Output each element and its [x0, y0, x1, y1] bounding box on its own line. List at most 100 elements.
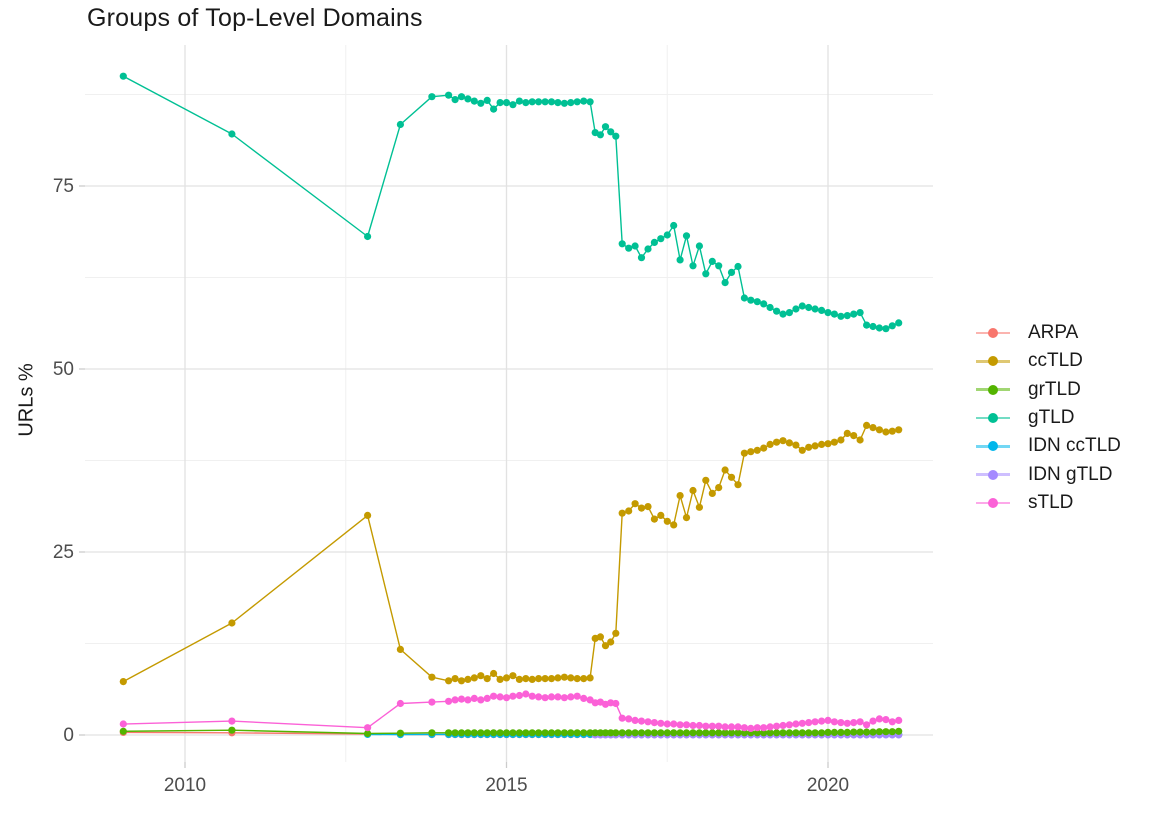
x-tick-label: 2015	[485, 775, 527, 796]
series-point-ccTLD	[625, 507, 633, 515]
series-point-grTLD	[567, 729, 575, 737]
series-point-gTLD	[644, 245, 652, 253]
series-point-sTLD	[483, 694, 491, 703]
series-point-sTLD	[547, 693, 556, 701]
series-point-ccTLD	[695, 503, 704, 511]
series-point-ccTLD	[483, 675, 491, 683]
series-point-sTLD	[535, 693, 543, 701]
series-point-ccTLD	[747, 448, 755, 456]
series-point-gTLD	[888, 322, 896, 330]
series-point-gTLD	[119, 72, 127, 80]
series-point-ccTLD	[547, 675, 556, 683]
series-point-gTLD	[650, 238, 659, 246]
series-point-ccTLD	[535, 675, 543, 683]
series-point-sTLD	[715, 722, 723, 730]
series-point-ccTLD	[580, 675, 588, 683]
series-point-sTLD	[631, 716, 639, 725]
series-point-ccTLD	[682, 514, 691, 522]
series-point-gTLD	[715, 262, 723, 270]
series-point-gTLD	[792, 305, 800, 313]
series-point-gTLD	[522, 99, 530, 107]
series-point-gTLD	[824, 309, 832, 317]
series-point-ccTLD	[785, 439, 794, 447]
series-point-ccTLD	[869, 424, 877, 432]
series-point-sTLD	[670, 720, 678, 728]
series-point-ccTLD	[496, 675, 504, 684]
series-point-grTLD	[753, 729, 761, 737]
series-point-gTLD	[580, 97, 588, 105]
series-point-sTLD	[364, 724, 372, 732]
series-point-ccTLD	[522, 675, 530, 683]
series-point-sTLD	[721, 723, 729, 731]
series-point-sTLD	[805, 719, 813, 727]
series-point-gTLD	[428, 93, 436, 101]
series-point-gTLD	[670, 221, 678, 230]
series-point-ccTLD	[676, 492, 684, 500]
series-point-sTLD	[644, 718, 652, 726]
series-point-ccTLD	[734, 481, 742, 489]
legend-dot-swatch	[988, 328, 998, 339]
legend-dot-swatch	[988, 413, 998, 424]
series-point-gTLD	[364, 232, 372, 241]
series-point-grTLD	[428, 729, 436, 737]
series-point-grTLD	[457, 729, 466, 737]
legend-item-label: IDN ccTLD	[1028, 435, 1121, 457]
series-point-gTLD	[509, 101, 517, 109]
series-point-sTLD	[528, 692, 536, 700]
chart-title: Groups of Top-Level Domains	[87, 4, 423, 32]
series-point-grTLD	[792, 729, 800, 737]
series-point-sTLD	[837, 719, 845, 727]
series-point-grTLD	[396, 729, 404, 737]
series-point-sTLD	[753, 724, 761, 732]
legend-dot-swatch	[988, 497, 998, 508]
series-point-ccTLD	[779, 437, 787, 445]
series-point-gTLD	[477, 99, 485, 107]
series-point-sTLD	[396, 699, 404, 708]
series-point-gTLD	[457, 93, 466, 101]
series-point-grTLD	[824, 728, 832, 737]
series-point-sTLD	[888, 718, 896, 726]
series-point-sTLD	[612, 699, 620, 708]
series-point-ccTLD	[773, 438, 781, 446]
legend: ARPA ccTLD grTLD gTLD IDN ccTLD IDN gTLD sTLD	[976, 319, 1121, 517]
series-point-grTLD	[895, 727, 903, 735]
series-point-ccTLD	[850, 432, 858, 440]
series-point-ccTLD	[637, 504, 646, 512]
legend-key-icon	[976, 323, 1010, 343]
series-point-grTLD	[708, 729, 716, 737]
series-point-gTLD	[554, 99, 562, 107]
legend-item-IDN-gTLD: IDN gTLD	[976, 460, 1121, 488]
series-point-ccTLD	[470, 674, 478, 682]
series-point-ccTLD	[428, 673, 436, 681]
series-point-sTLD	[560, 694, 569, 702]
series-point-gTLD	[496, 99, 504, 107]
legend-item-IDN-ccTLD: IDN ccTLD	[976, 432, 1121, 460]
series-point-sTLD	[625, 715, 633, 723]
y-tick-label: 0	[63, 725, 74, 746]
series-point-sTLD	[567, 693, 575, 701]
series-point-sTLD	[496, 693, 504, 701]
series-point-sTLD	[785, 721, 794, 729]
legend-key-icon	[976, 493, 1010, 513]
series-point-sTLD	[869, 717, 877, 725]
series-point-gTLD	[798, 302, 806, 310]
y-tick-label: 50	[53, 359, 74, 380]
series-point-sTLD	[457, 695, 466, 703]
series-point-ccTLD	[650, 515, 659, 523]
series-point-sTLD	[502, 694, 511, 702]
series-point-grTLD	[228, 726, 236, 734]
series-point-gTLD	[747, 296, 755, 304]
series-point-ccTLD	[554, 674, 562, 682]
series-point-grTLD	[689, 729, 697, 737]
series-point-sTLD	[618, 714, 626, 722]
series-point-grTLD	[554, 729, 562, 737]
series-point-ccTLD	[490, 669, 498, 678]
series-point-gTLD	[875, 324, 884, 332]
series-point-sTLD	[760, 724, 768, 732]
series-point-grTLD	[522, 729, 530, 737]
series-point-gTLD	[637, 254, 646, 262]
series-point-ccTLD	[721, 466, 729, 474]
series-point-ccTLD	[573, 675, 581, 683]
series-point-grTLD	[644, 729, 652, 737]
series-point-gTLD	[818, 306, 826, 314]
